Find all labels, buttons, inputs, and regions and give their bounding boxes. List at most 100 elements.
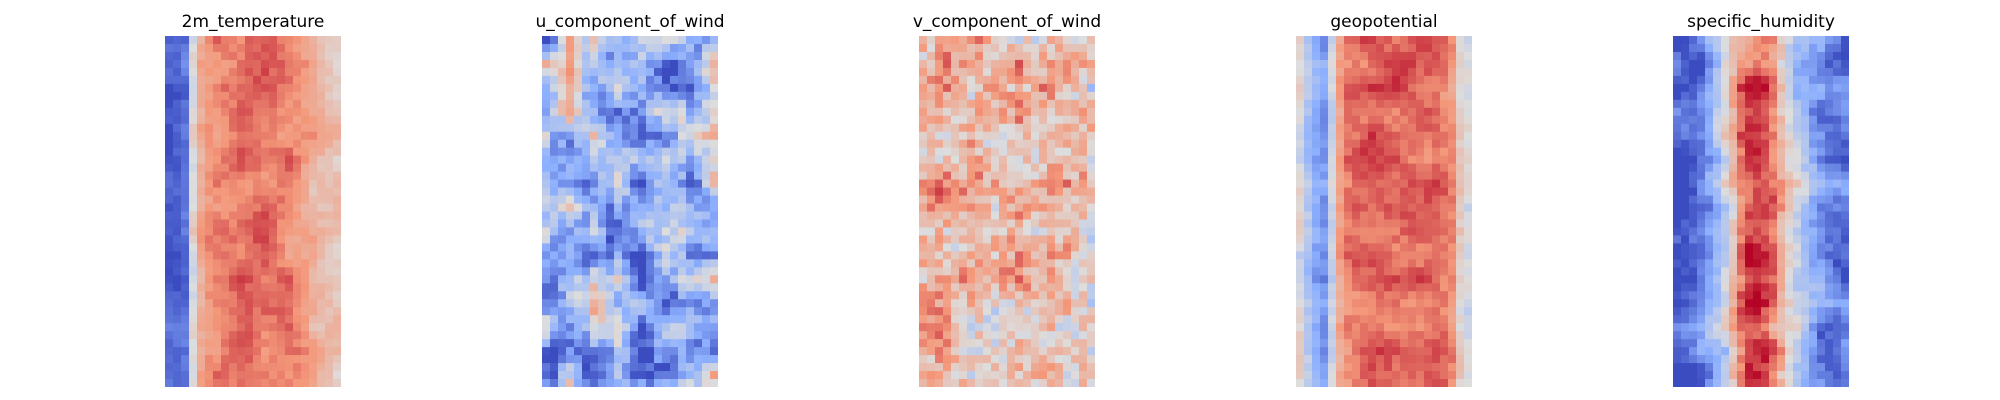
heatmap-cell xyxy=(1464,347,1472,356)
heatmap-cell xyxy=(670,43,679,53)
heatmap-cell xyxy=(1448,251,1457,260)
heatmap-cell xyxy=(1697,67,1706,77)
heatmap-cell xyxy=(261,155,270,165)
heatmap-cell xyxy=(285,339,294,348)
heatmap-cell xyxy=(1689,371,1698,380)
heatmap-cell xyxy=(1817,347,1826,356)
heatmap-cell xyxy=(1079,323,1088,332)
heatmap-cell xyxy=(1721,147,1730,157)
heatmap-cell xyxy=(1312,195,1321,205)
heatmap-cell xyxy=(630,43,639,53)
heatmap-cell xyxy=(967,299,976,308)
heatmap-cell xyxy=(1328,283,1337,292)
heatmap-cell xyxy=(309,51,318,61)
heatmap-cell xyxy=(1705,171,1714,181)
heatmap-cell xyxy=(1833,331,1842,340)
heatmap-cell xyxy=(205,211,214,221)
heatmap-cell xyxy=(606,36,615,45)
heatmap-cell xyxy=(598,195,607,205)
heatmap-cell xyxy=(197,307,206,316)
heatmap-cell xyxy=(1047,251,1056,260)
heatmap-cell xyxy=(317,59,326,69)
heatmap-cell xyxy=(309,371,318,380)
heatmap-cell xyxy=(333,43,341,53)
heatmap-cell xyxy=(325,251,334,260)
heatmap-cell xyxy=(1063,299,1072,308)
heatmap-cell xyxy=(590,267,599,276)
heatmap-cell xyxy=(1023,155,1032,165)
heatmap-cell xyxy=(975,243,984,252)
heatmap-cell xyxy=(558,139,567,149)
heatmap-cell xyxy=(1328,379,1337,387)
heatmap-cell xyxy=(1071,203,1080,213)
heatmap-cell xyxy=(943,379,952,387)
heatmap-cell xyxy=(1737,307,1746,316)
heatmap-cell xyxy=(317,75,326,85)
heatmap-cell xyxy=(1456,171,1465,181)
heatmap-cell xyxy=(654,91,663,101)
heatmap-cell xyxy=(662,267,671,276)
heatmap-cell xyxy=(293,259,302,268)
heatmap-cell xyxy=(598,179,607,189)
heatmap-cell xyxy=(1384,59,1393,69)
heatmap-cell xyxy=(1015,371,1024,380)
heatmap-cell xyxy=(678,259,687,268)
heatmap-cell xyxy=(1304,227,1313,237)
heatmap-cell xyxy=(245,243,254,252)
heatmap-cell xyxy=(1745,363,1754,372)
heatmap-cell xyxy=(1031,163,1040,173)
heatmap-cell xyxy=(301,339,310,348)
heatmap-cell xyxy=(1007,115,1016,125)
heatmap-cell xyxy=(550,347,559,356)
heatmap-cell xyxy=(590,131,599,141)
heatmap-cell xyxy=(1023,36,1032,45)
heatmap-cell xyxy=(670,275,679,284)
heatmap-cell xyxy=(197,123,206,133)
heatmap-cell xyxy=(1705,283,1714,292)
heatmap-cell xyxy=(1833,163,1842,173)
heatmap-cell xyxy=(999,323,1008,332)
heatmap-cell xyxy=(1753,43,1762,53)
heatmap-cell xyxy=(269,139,278,149)
heatmap-cell xyxy=(1063,283,1072,292)
heatmap-cell xyxy=(558,115,567,125)
heatmap-cell xyxy=(702,163,711,173)
heatmap-cell xyxy=(927,323,936,332)
heatmap-cell xyxy=(935,107,944,117)
heatmap-cell xyxy=(983,323,992,332)
heatmap-cell xyxy=(622,307,631,316)
heatmap-cell xyxy=(927,267,936,276)
heatmap-cell xyxy=(1352,331,1361,340)
heatmap-cell xyxy=(213,179,222,189)
heatmap-cell xyxy=(662,259,671,268)
heatmap-cell xyxy=(550,219,559,229)
heatmap-cell xyxy=(1424,99,1433,109)
heatmap-cell xyxy=(1063,243,1072,252)
heatmap-cell xyxy=(710,123,718,133)
heatmap-cell xyxy=(975,211,984,221)
heatmap-cell xyxy=(614,315,623,324)
heatmap-cell xyxy=(1007,91,1016,101)
heatmap-cell xyxy=(558,251,567,260)
heatmap-cell xyxy=(253,75,262,85)
heatmap-cell xyxy=(293,379,302,387)
heatmap-cell xyxy=(646,99,655,109)
heatmap-cell xyxy=(1809,339,1818,348)
heatmap-cell xyxy=(1312,323,1321,332)
heatmap-cell xyxy=(1368,259,1377,268)
heatmap-cell xyxy=(1697,347,1706,356)
heatmap-cell xyxy=(333,147,341,157)
heatmap-cell xyxy=(967,307,976,316)
heatmap-cell xyxy=(213,139,222,149)
heatmap-cell xyxy=(213,115,222,125)
heatmap-cell xyxy=(165,51,174,61)
heatmap-cell xyxy=(213,147,222,157)
heatmap-cell xyxy=(566,243,575,252)
heatmap-cell xyxy=(1071,331,1080,340)
heatmap-cell xyxy=(1376,187,1385,197)
heatmap-cell xyxy=(173,347,182,356)
heatmap-cell xyxy=(959,139,968,149)
heatmap-cell xyxy=(1432,243,1441,252)
heatmap-cell xyxy=(1063,267,1072,276)
heatmap-cell xyxy=(205,83,214,93)
